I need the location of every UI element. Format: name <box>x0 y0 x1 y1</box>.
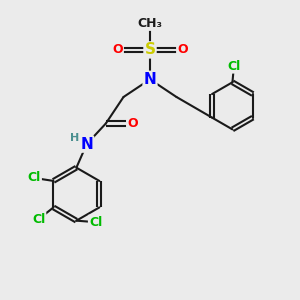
Text: H: H <box>70 133 79 142</box>
Text: Cl: Cl <box>89 216 102 229</box>
Text: Cl: Cl <box>28 172 41 184</box>
Text: S: S <box>145 42 155 57</box>
Text: N: N <box>144 72 156 87</box>
Text: CH₃: CH₃ <box>137 17 163 30</box>
Text: N: N <box>80 136 93 152</box>
Text: O: O <box>127 117 138 130</box>
Text: Cl: Cl <box>227 60 241 73</box>
Text: O: O <box>112 44 123 56</box>
Text: O: O <box>177 44 188 56</box>
Text: Cl: Cl <box>32 213 45 226</box>
